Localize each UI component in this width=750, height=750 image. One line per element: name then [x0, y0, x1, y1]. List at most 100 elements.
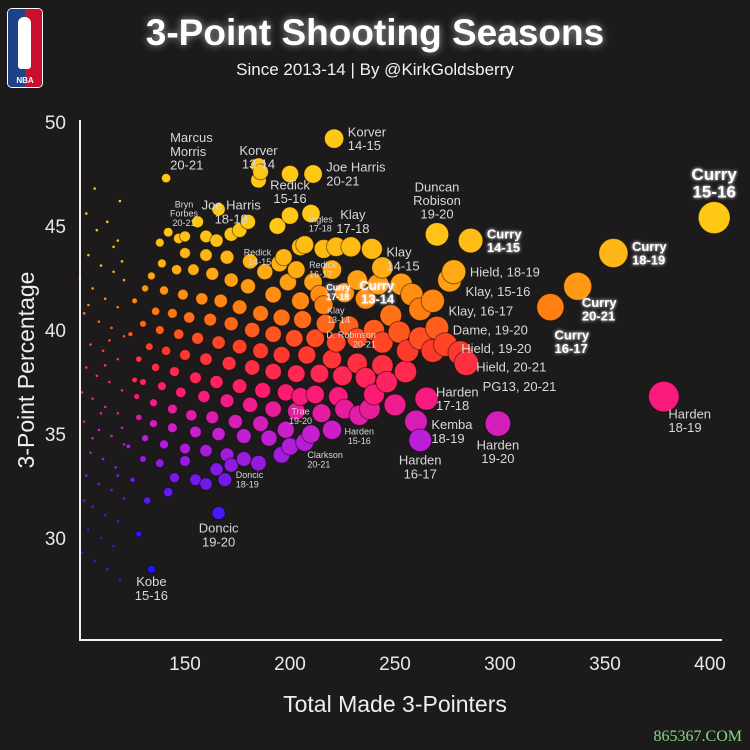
data-point	[280, 164, 300, 184]
data-point	[145, 342, 154, 351]
labeled-data-point	[295, 235, 315, 255]
small-data-point	[91, 397, 94, 400]
labeled-data-point	[484, 410, 512, 437]
small-data-point	[122, 334, 126, 338]
data-point	[177, 288, 189, 301]
data-point	[252, 163, 269, 181]
data-point	[252, 415, 269, 432]
point-label-line: 14-15	[386, 258, 419, 273]
labeled-data-point	[441, 259, 467, 285]
data-point	[278, 273, 297, 292]
point-label-line: Doncic	[236, 470, 264, 480]
point-label: Curry 16-17	[554, 327, 589, 356]
point-label-line: Korver	[239, 143, 278, 158]
labeled-data-point	[453, 350, 480, 377]
data-point	[354, 287, 377, 310]
data-point	[187, 263, 200, 276]
point-label-line: Harden	[345, 426, 375, 436]
point-label-line: 14-15	[248, 257, 271, 267]
data-point	[154, 237, 165, 248]
x-tick-label: 150	[169, 654, 201, 675]
point-label-line: Klay, 15-16	[466, 284, 531, 299]
small-data-point	[82, 499, 86, 502]
data-point	[264, 362, 282, 381]
data-point	[160, 345, 172, 356]
small-data-point	[106, 220, 109, 224]
point-label-line: Harden	[436, 384, 479, 399]
point-label: Redick 16-17	[309, 260, 337, 279]
data-point	[195, 292, 209, 306]
data-point	[158, 439, 170, 450]
data-point	[309, 363, 330, 384]
point-label-line: Curry	[692, 165, 738, 184]
point-label-line: 20-21	[172, 218, 195, 228]
point-label: Korver 14-15	[348, 124, 387, 153]
small-data-point	[99, 536, 103, 540]
point-label-line: Klay	[327, 305, 345, 315]
data-point	[133, 393, 141, 401]
data-point	[141, 434, 150, 443]
small-data-point	[85, 474, 88, 477]
data-point	[179, 455, 191, 467]
data-point	[209, 233, 224, 248]
y-tick-label: 40	[45, 321, 66, 342]
data-point	[293, 310, 313, 330]
data-point	[235, 451, 252, 467]
point-label: Klay 17-18	[336, 207, 369, 236]
data-point	[158, 285, 170, 296]
data-point	[315, 313, 336, 334]
small-data-point	[103, 297, 107, 301]
data-point	[189, 371, 202, 385]
data-point	[150, 362, 161, 373]
data-point	[371, 331, 394, 354]
small-data-point	[103, 405, 107, 409]
data-point	[235, 428, 252, 444]
point-label: Curry 17-18	[326, 283, 350, 302]
x-tick-label: 400	[694, 654, 726, 675]
point-label: Doncic 18-19	[236, 470, 264, 489]
data-point	[321, 419, 343, 440]
point-label-line: Kobe	[136, 574, 166, 589]
data-point	[223, 316, 239, 332]
y-tick-label: 50	[45, 113, 66, 134]
data-point	[199, 248, 213, 262]
small-data-point	[112, 545, 115, 548]
small-data-point	[116, 357, 120, 361]
data-point	[276, 420, 295, 439]
data-point	[139, 378, 147, 386]
data-point	[148, 419, 159, 429]
small-data-point	[116, 520, 120, 523]
data-point	[166, 422, 178, 434]
point-label-line: 17-18	[309, 224, 332, 234]
point-label: Marcus Morris 20-21	[170, 130, 213, 172]
point-label-line: Korver	[348, 124, 387, 139]
data-point	[387, 320, 411, 344]
point-label: Harden 16-17	[399, 453, 442, 482]
data-point	[393, 359, 418, 384]
point-label-line: Forbes	[170, 209, 199, 219]
data-point	[221, 355, 237, 371]
data-point	[252, 342, 269, 360]
point-label-line: Redick	[309, 260, 337, 270]
data-point	[154, 458, 165, 468]
small-data-point	[118, 199, 122, 203]
data-point	[264, 285, 282, 304]
data-point	[189, 425, 202, 439]
data-point	[168, 366, 181, 378]
point-label-line: Bryn	[175, 199, 194, 209]
small-data-point	[80, 551, 84, 554]
data-points	[78, 128, 731, 581]
labeled-data-point	[424, 222, 450, 247]
data-point	[219, 393, 235, 409]
x-tick-label: 300	[484, 654, 516, 675]
data-point	[239, 213, 257, 230]
data-point	[383, 393, 407, 417]
point-label-line: 20-21	[170, 158, 203, 173]
labeled-data-point	[211, 505, 226, 521]
point-label-line: Doncic	[199, 521, 239, 536]
labeled-data-point	[414, 386, 439, 411]
y-tick-label: 45	[45, 217, 66, 238]
x-tick-label: 350	[589, 654, 621, 675]
point-label-line: Harden	[668, 406, 711, 421]
small-data-point	[80, 391, 84, 394]
